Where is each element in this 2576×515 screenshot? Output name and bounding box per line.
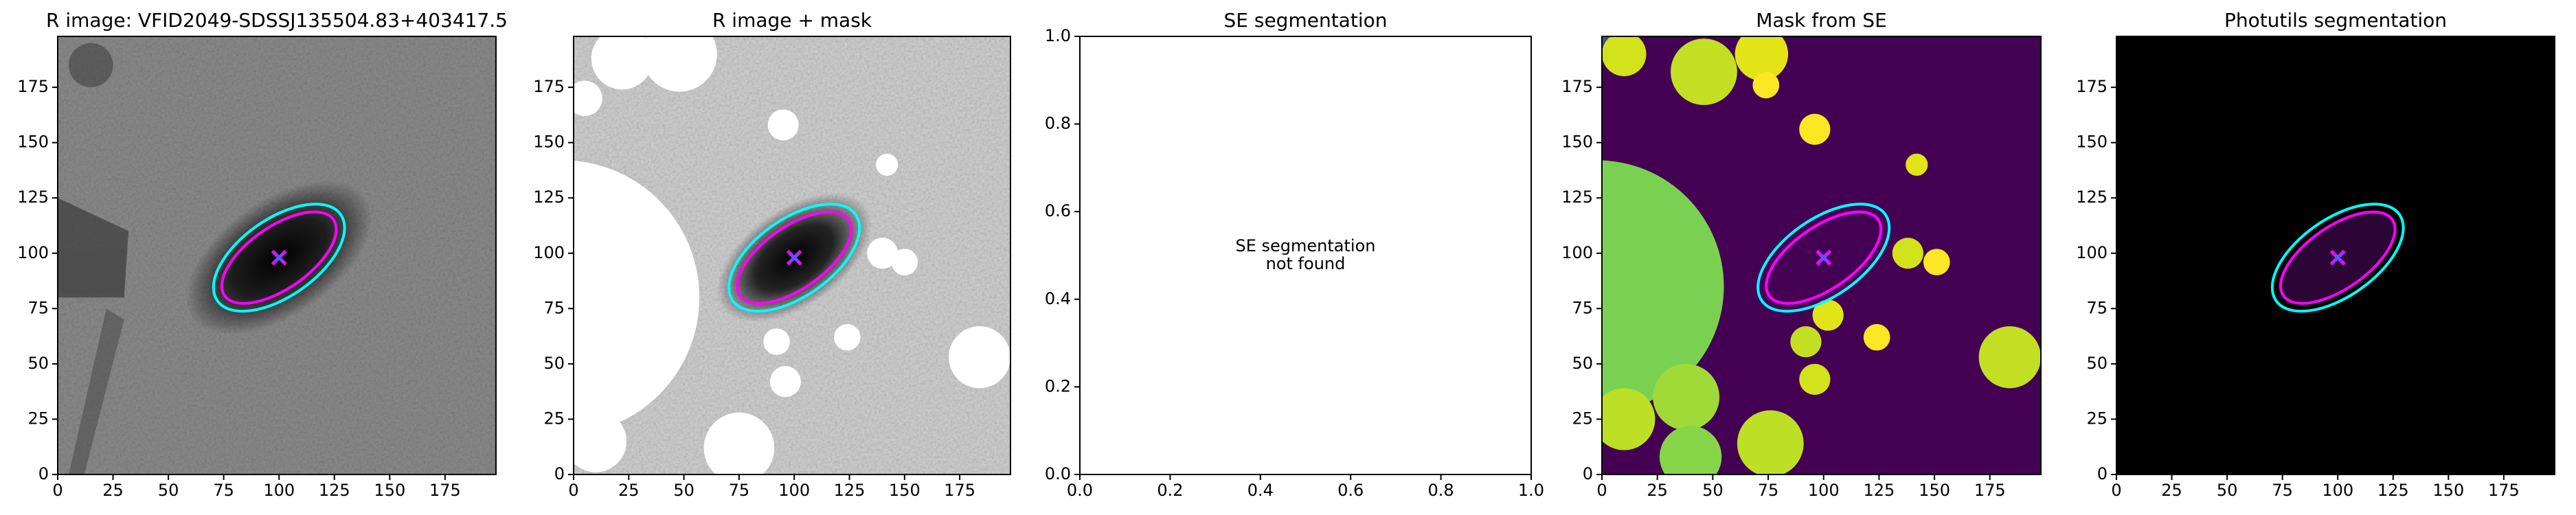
x-tick-label: 25: [618, 481, 640, 500]
y-tick-label: 50: [543, 354, 565, 373]
image-panel: [58, 36, 496, 474]
x-tick-label: 175: [2488, 481, 2520, 500]
axes-frame: [2116, 36, 2555, 475]
y-tick-label: 25: [1572, 409, 1593, 428]
y-tick-label: 0.8: [1045, 114, 1071, 133]
y-tick-label: 0.2: [1045, 376, 1071, 396]
y-tick-label: 0: [2097, 464, 2108, 483]
x-tick-label: 25: [102, 481, 124, 500]
y-tick-label: 25: [543, 409, 565, 428]
y-tick-label: 175: [1561, 77, 1593, 96]
panel-title: R image + mask: [712, 9, 872, 32]
y-tick-label: 150: [533, 133, 565, 152]
x-tick-label: 0.6: [1337, 481, 1364, 500]
x-tick-label: 125: [319, 481, 350, 500]
x-tick-label: 150: [889, 481, 920, 500]
x-tick-label: 100: [778, 481, 810, 500]
x-tick-label: 50: [2217, 481, 2238, 500]
x-tick-label: 0: [568, 481, 578, 500]
x-tick-label: 0.2: [1157, 481, 1183, 500]
x-tick-label: 75: [213, 481, 234, 500]
y-tick-label: 100: [2076, 243, 2108, 262]
y-tick-label: 125: [17, 187, 49, 207]
x-tick-label: 75: [1758, 481, 1779, 500]
x-tick-label: 150: [1919, 481, 1950, 500]
x-tick-label: 150: [2432, 481, 2464, 500]
x-tick-label: 175: [944, 481, 975, 500]
y-tick-label: 150: [17, 133, 49, 152]
x-tick-label: 25: [2161, 481, 2182, 500]
panel-title: SE segmentation: [1224, 9, 1388, 32]
x-tick-label: 0: [52, 481, 63, 500]
axes-frame: [1079, 36, 1532, 475]
x-tick-label: 0.8: [1428, 481, 1454, 500]
y-tick-label: 0.6: [1045, 201, 1071, 220]
panel-title: R image: VFID2049-SDSSJ135504.83+403417.…: [46, 9, 508, 32]
y-tick-label: 75: [1572, 298, 1593, 317]
x-tick-label: 0: [2111, 481, 2121, 500]
annotation: SE segmentation: [1236, 236, 1376, 255]
y-tick-label: 150: [1561, 133, 1593, 152]
y-tick-label: 50: [27, 354, 49, 373]
axes-frame: [57, 36, 497, 475]
y-tick-label: 75: [27, 298, 49, 317]
x-tick-label: 1.0: [1518, 481, 1544, 500]
x-tick-label: 175: [429, 481, 461, 500]
y-tick-label: 0.0: [1045, 464, 1071, 483]
y-tick-label: 75: [2086, 298, 2108, 317]
y-tick-label: 25: [2086, 409, 2108, 428]
y-tick-label: 100: [1561, 243, 1593, 262]
x-tick-label: 50: [673, 481, 694, 500]
x-tick-label: 75: [2272, 481, 2293, 500]
x-tick-label: 100: [2322, 481, 2353, 500]
y-tick-label: 125: [2076, 187, 2108, 207]
panel-title: Mask from SE: [1756, 9, 1887, 32]
y-tick-label: 0: [1583, 464, 1593, 483]
image-panel: [1602, 36, 2041, 474]
y-tick-label: 0.4: [1045, 289, 1071, 308]
y-tick-label: 50: [2086, 354, 2108, 373]
y-tick-label: 75: [543, 298, 565, 317]
y-tick-label: 100: [17, 243, 49, 262]
y-tick-label: 175: [533, 77, 565, 96]
axes-frame: [573, 36, 1011, 475]
y-tick-label: 0: [38, 464, 49, 483]
y-tick-label: 125: [533, 187, 565, 207]
x-tick-label: 125: [1864, 481, 1895, 500]
x-tick-label: 175: [1974, 481, 2006, 500]
x-tick-label: 0.4: [1247, 481, 1274, 500]
x-tick-label: 125: [2377, 481, 2409, 500]
annotation: not found: [1266, 254, 1346, 273]
x-tick-label: 50: [158, 481, 179, 500]
y-tick-label: 25: [27, 409, 49, 428]
x-tick-label: 0: [1596, 481, 1607, 500]
x-tick-label: 100: [1808, 481, 1840, 500]
y-tick-label: 1.0: [1045, 26, 1071, 45]
y-tick-label: 175: [17, 77, 49, 96]
x-tick-label: 25: [1647, 481, 1668, 500]
y-tick-label: 0: [554, 464, 565, 483]
x-tick-label: 125: [834, 481, 866, 500]
x-tick-label: 75: [729, 481, 750, 500]
y-tick-label: 50: [1572, 354, 1593, 373]
x-tick-label: 100: [263, 481, 295, 500]
axes-frame: [1601, 36, 2042, 475]
y-tick-label: 125: [1561, 187, 1593, 207]
image-panel: [2116, 36, 2555, 474]
x-tick-label: 50: [1702, 481, 1724, 500]
x-tick-label: 0.0: [1067, 481, 1093, 500]
y-tick-label: 150: [2076, 133, 2108, 152]
y-tick-label: 100: [533, 243, 565, 262]
image-panel: [574, 36, 1010, 474]
x-tick-label: 150: [374, 481, 405, 500]
panel-title: Photutils segmentation: [2224, 9, 2447, 32]
y-tick-label: 175: [2076, 77, 2108, 96]
